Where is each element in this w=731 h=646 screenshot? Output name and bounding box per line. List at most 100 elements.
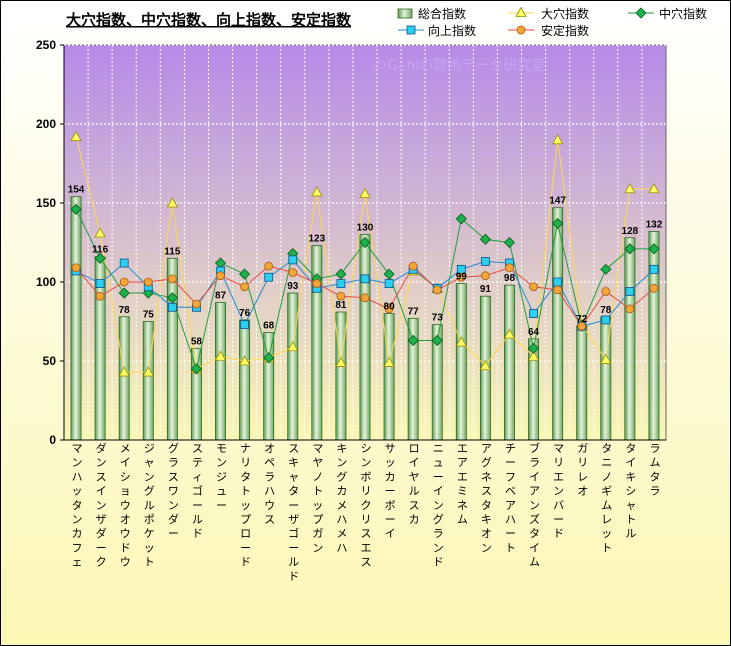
triangle-point	[624, 182, 636, 194]
x-category-label: ロイヤルスカ	[409, 442, 420, 526]
diamond-point	[190, 363, 203, 375]
diamond-point	[335, 268, 347, 280]
legend-item-oana: 大穴指数	[508, 6, 589, 21]
bar-data-label: 132	[646, 219, 663, 230]
y-tick-label: 0	[49, 433, 56, 447]
x-category-label: ニューイングランド	[433, 442, 444, 569]
bar	[648, 231, 660, 441]
diamond-point	[263, 352, 275, 364]
bar	[215, 302, 226, 441]
bar-data-label: 75	[143, 310, 155, 321]
square-point	[625, 287, 635, 296]
circle-point	[143, 277, 153, 287]
svg-text:総合指数: 総合指数	[418, 6, 466, 21]
circle-point	[553, 285, 563, 295]
x-category-label: シンボリクリスエス	[361, 442, 372, 569]
triangle-point	[94, 227, 106, 238]
y-tick-label: 150	[36, 196, 56, 210]
y-tick-label: 250	[36, 38, 56, 52]
bar-data-label: 64	[528, 327, 540, 338]
legend-item-antei: 安定指数	[508, 23, 589, 38]
legend-item-kojo: 向上指数	[398, 23, 476, 38]
triangle-point	[214, 350, 227, 361]
triangle-point	[142, 366, 154, 377]
triangle-point	[359, 187, 371, 198]
diamond-point	[503, 236, 516, 249]
triangle-point	[166, 197, 179, 208]
bar	[383, 313, 395, 441]
legend-item-sogo: 総合指数	[397, 6, 466, 21]
triangle-point	[503, 328, 516, 339]
x-category-label: スキャターザゴールド	[288, 442, 299, 583]
bar	[504, 284, 515, 441]
circle-point	[119, 277, 129, 287]
triangle-point	[648, 182, 660, 194]
circle-point	[505, 263, 514, 273]
triangle-point	[311, 186, 323, 197]
diamond-point	[239, 268, 251, 280]
x-category-label-layer: マンハッタンカフェ ダンスインザダーク メイショウオウドウ ジャングルポケット グラスワ…	[72, 441, 661, 583]
circle-point	[336, 291, 346, 301]
diamond-marker-icon	[635, 7, 647, 19]
triangle-point	[600, 353, 612, 364]
diamond-point	[407, 334, 419, 347]
circle-point	[216, 271, 225, 281]
triangle-point	[287, 340, 299, 352]
circle-point	[95, 291, 105, 301]
diamond-point	[455, 213, 467, 225]
triangle-point	[527, 350, 540, 361]
diamond-point	[648, 243, 660, 255]
square-point	[240, 320, 250, 330]
triangle-point	[455, 336, 467, 347]
x-category-label: タイキシャトル	[625, 442, 636, 540]
bar	[166, 257, 178, 441]
circle-point	[288, 268, 298, 277]
circle-point	[625, 304, 635, 314]
bar-data-label: 91	[480, 284, 492, 295]
circle-point	[529, 282, 538, 292]
diamond-point	[600, 263, 612, 275]
x-category-label: チーフベアハート	[505, 442, 516, 554]
chart-title: 大穴指数、中穴指数、向上指数、安定指数	[66, 11, 352, 29]
diamond-point	[479, 233, 491, 245]
circle-point	[360, 293, 370, 303]
circle-marker-icon	[516, 25, 526, 35]
square-point	[119, 258, 129, 268]
bar	[263, 332, 275, 441]
circle-point	[480, 271, 490, 281]
data-label-layer: 154 116 78 75 115 58 87 76 68 93 123 81 130 80 77 73 99 9…	[68, 185, 663, 348]
triangle-point	[383, 356, 395, 367]
square-point	[529, 309, 538, 319]
circle-point	[456, 272, 466, 282]
bar	[624, 237, 636, 441]
bar	[359, 234, 371, 441]
bar-data-label: 68	[263, 321, 275, 332]
bar-data-label: 99	[456, 272, 468, 283]
circle-point	[577, 321, 587, 331]
square-point	[264, 272, 274, 282]
bar-data-label: 115	[164, 246, 181, 257]
circle-point	[408, 261, 418, 271]
bar	[70, 196, 82, 441]
x-category-label: ダンスインザダーク	[96, 441, 107, 569]
triangle-point	[118, 366, 130, 377]
x-category-label: メイショウオウドウ	[120, 442, 131, 569]
x-category-label: アグネスタキオン	[481, 442, 492, 554]
circle-point	[384, 304, 394, 314]
diamond-point	[118, 287, 130, 299]
x-category-label: ナリタトップロード	[240, 442, 251, 569]
bar-data-label: 72	[576, 314, 588, 325]
square-point	[288, 255, 298, 265]
square-point	[601, 315, 611, 325]
bar-data-label: 80	[384, 302, 396, 313]
y-tick-label: 50	[43, 354, 57, 368]
y-tick-label: 200	[36, 117, 56, 131]
triangle-point	[238, 355, 251, 366]
square-point	[649, 264, 659, 274]
bar-data-label: 147	[549, 196, 566, 207]
x-category-label: キングカメハメハ	[336, 442, 347, 554]
x-category-label: マリエンバード	[553, 442, 564, 540]
marker-layer	[70, 130, 660, 377]
